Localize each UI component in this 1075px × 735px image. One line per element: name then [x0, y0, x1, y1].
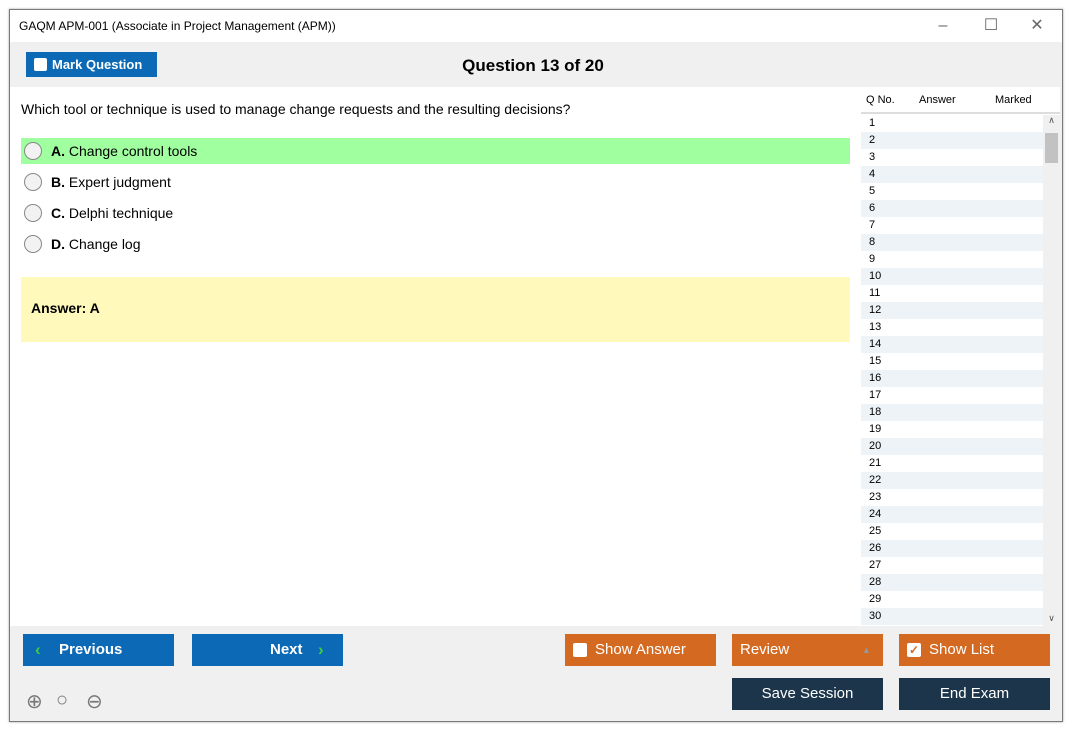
- question-list: Q No. Answer Marked 1 2 3 4 5 6 7 8 9 10 11 12 13 14 1…: [861, 87, 1060, 626]
- question-text: Which tool or technique is used to manag…: [21, 101, 571, 117]
- list-row[interactable]: 13: [869, 321, 882, 333]
- scrollbar[interactable]: ∧ ∨: [1043, 115, 1060, 626]
- list-row[interactable]: 22: [861, 472, 1043, 489]
- list-row[interactable]: 12: [861, 302, 1043, 319]
- option-d[interactable]: D. Change log: [21, 231, 850, 257]
- radio-button[interactable]: [24, 235, 42, 253]
- list-row[interactable]: 2: [861, 132, 1043, 149]
- option-text: Change log: [68, 236, 141, 252]
- list-row[interactable]: 26: [861, 540, 1043, 557]
- next-label: Next: [270, 641, 303, 658]
- checkbox-checked-icon: ✓: [907, 643, 921, 657]
- list-row[interactable]: 8: [861, 234, 1043, 251]
- window-title: GAQM APM-001 (Associate in Project Manag…: [19, 19, 336, 33]
- list-row[interactable]: 29: [869, 593, 882, 605]
- chevron-left-icon: ‹: [35, 640, 41, 659]
- list-header: Q No. Answer Marked: [861, 87, 1060, 114]
- title-bar: GAQM APM-001 (Associate in Project Manag…: [10, 10, 1062, 42]
- option-letter: D.: [51, 236, 65, 252]
- list-row[interactable]: 5: [869, 185, 876, 197]
- list-row[interactable]: 3: [869, 151, 876, 163]
- minimize-button[interactable]: –: [938, 17, 948, 34]
- option-letter: A.: [51, 143, 65, 159]
- list-row[interactable]: 15: [869, 355, 882, 367]
- app-window: GAQM APM-001 (Associate in Project Manag…: [9, 9, 1063, 722]
- list-row[interactable]: 17: [869, 389, 882, 401]
- list-row[interactable]: 6: [861, 200, 1043, 217]
- list-row[interactable]: 9: [869, 253, 876, 265]
- close-button[interactable]: ✕: [1030, 17, 1044, 34]
- zoom-reset-icon[interactable]: ○: [56, 689, 69, 711]
- previous-label: Previous: [59, 641, 123, 658]
- answer-box: Answer: A: [21, 277, 850, 342]
- option-a[interactable]: A. Change control tools: [21, 138, 850, 164]
- list-row[interactable]: 19: [869, 423, 882, 435]
- list-row[interactable]: 21: [869, 457, 882, 469]
- list-row[interactable]: 30: [861, 608, 1043, 625]
- list-row[interactable]: 14: [861, 336, 1043, 353]
- end-exam-button[interactable]: End Exam: [899, 678, 1050, 710]
- scroll-down-icon[interactable]: ∨: [1048, 613, 1055, 623]
- list-row[interactable]: 1: [869, 117, 876, 129]
- maximize-button[interactable]: ☐: [983, 17, 999, 34]
- next-button[interactable]: Next ›: [192, 634, 343, 666]
- header-marked: Marked: [995, 94, 1032, 106]
- show-list-label: Show List: [929, 641, 995, 658]
- header-qno: Q No.: [866, 94, 895, 106]
- option-text: Expert judgment: [68, 174, 171, 190]
- list-row[interactable]: 25: [869, 525, 882, 537]
- option-letter: B.: [51, 174, 65, 190]
- list-row[interactable]: 11: [869, 287, 881, 299]
- list-row[interactable]: 20: [861, 438, 1043, 455]
- show-list-button[interactable]: ✓ Show List: [899, 634, 1050, 666]
- list-row[interactable]: 7: [869, 219, 876, 231]
- list-row[interactable]: 16: [861, 370, 1043, 387]
- list-row[interactable]: 28: [861, 574, 1043, 591]
- option-letter: C.: [51, 205, 65, 221]
- review-dropdown[interactable]: Review ▲: [732, 634, 883, 666]
- show-answer-label: Show Answer: [595, 641, 686, 658]
- question-counter: Question 13 of 20: [462, 56, 604, 75]
- option-c[interactable]: C. Delphi technique: [21, 200, 850, 226]
- scroll-up-icon[interactable]: ∧: [1048, 115, 1055, 125]
- radio-button[interactable]: [24, 204, 42, 222]
- toolbar: Mark Question Question 13 of 20: [10, 42, 1062, 87]
- checkbox-icon: [34, 58, 47, 71]
- caret-up-icon: ▲: [862, 645, 871, 655]
- list-row[interactable]: 23: [869, 491, 882, 503]
- zoom-in-icon[interactable]: ⊕: [26, 691, 43, 713]
- save-session-button[interactable]: Save Session: [732, 678, 883, 710]
- list-row[interactable]: 24: [861, 506, 1043, 523]
- list-row[interactable]: 27: [869, 559, 882, 571]
- zoom-out-icon[interactable]: ⊖: [86, 691, 103, 713]
- review-label: Review: [740, 641, 790, 658]
- radio-button[interactable]: [24, 173, 42, 191]
- show-answer-button[interactable]: Show Answer: [565, 634, 716, 666]
- checkbox-icon: [573, 643, 587, 657]
- radio-button[interactable]: [24, 142, 42, 160]
- option-text: Delphi technique: [68, 205, 174, 221]
- list-row[interactable]: 4: [861, 166, 1043, 183]
- list-row[interactable]: 18: [861, 404, 1043, 421]
- question-panel: Which tool or technique is used to manag…: [10, 87, 861, 626]
- mark-question-label: Mark Question: [52, 57, 143, 72]
- scroll-thumb[interactable]: [1045, 133, 1058, 163]
- option-text: Change control tools: [68, 143, 198, 159]
- option-b[interactable]: B. Expert judgment: [21, 169, 850, 195]
- header-answer: Answer: [919, 94, 956, 106]
- list-row[interactable]: 10: [861, 268, 1043, 285]
- mark-question-button[interactable]: Mark Question: [26, 52, 157, 77]
- previous-button[interactable]: ‹ Previous: [23, 634, 174, 666]
- chevron-right-icon: ›: [318, 640, 324, 659]
